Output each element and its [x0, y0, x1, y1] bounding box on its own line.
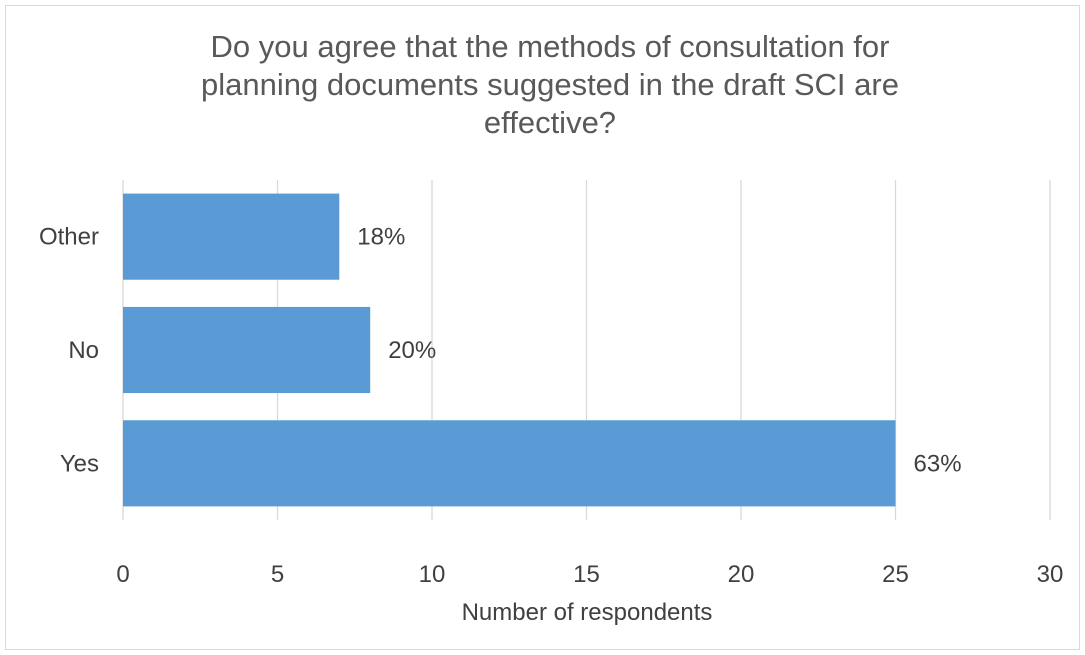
x-tick-label: 10 — [419, 561, 446, 588]
x-tick-label: 15 — [573, 561, 600, 588]
x-tick-label: 25 — [882, 561, 909, 588]
bar-yes — [123, 420, 896, 507]
y-tick-label: Yes — [60, 450, 99, 477]
x-tick-label: 5 — [271, 561, 284, 588]
data-label: 20% — [388, 337, 436, 364]
y-tick-label: Other — [39, 224, 99, 251]
x-tick-label: 0 — [116, 561, 129, 588]
x-tick-label: 20 — [728, 561, 755, 588]
x-axis-title: Number of respondents — [462, 599, 713, 626]
chart-title: Do you agree that the methods of consult… — [201, 29, 899, 140]
data-label: 18% — [357, 224, 405, 251]
data-label: 63% — [914, 450, 962, 477]
x-tick-label: 30 — [1037, 561, 1064, 588]
bar-no — [123, 306, 371, 394]
bar-other — [123, 193, 340, 280]
y-tick-label: No — [68, 337, 99, 364]
